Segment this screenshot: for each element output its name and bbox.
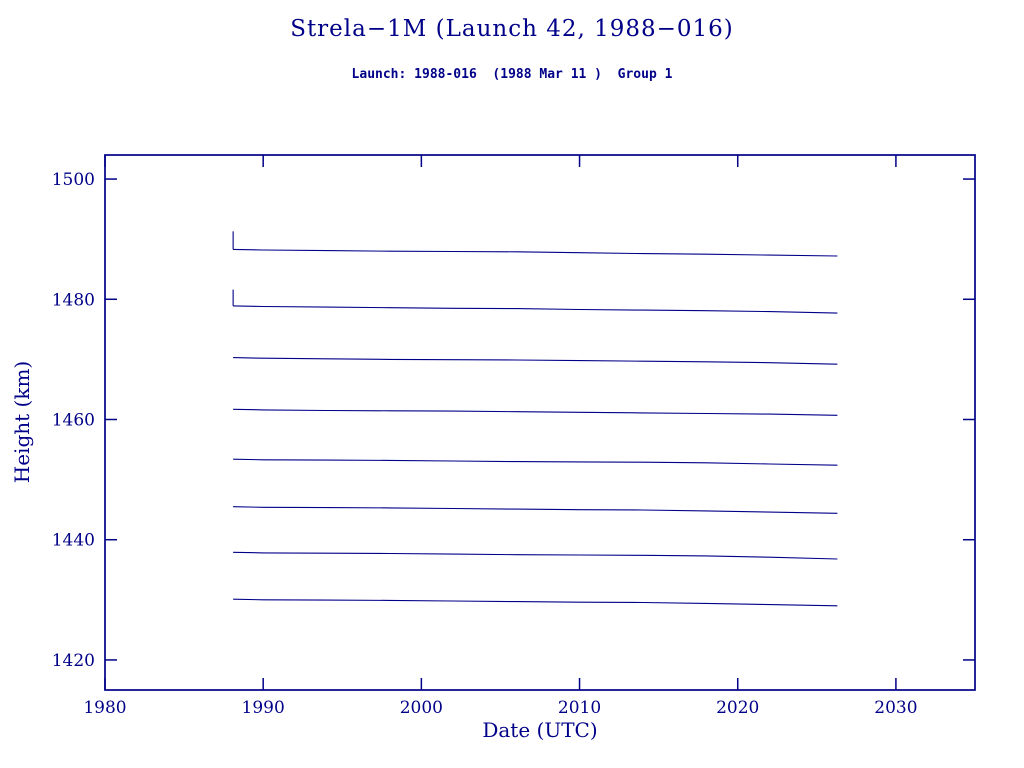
x-axis-label: Date (UTC): [482, 718, 598, 742]
x-tick-label: 1990: [242, 698, 285, 718]
series-line-sat-3: [233, 357, 838, 365]
series-line-sat-4: [233, 408, 838, 416]
x-tick-label: 2000: [400, 698, 443, 718]
series-line-sat-1: [233, 248, 838, 257]
x-tick-label: 1980: [83, 698, 126, 718]
series-line-sat-6: [233, 506, 838, 514]
plot-box: [104, 154, 976, 691]
x-tick-label: 2020: [716, 698, 759, 718]
y-tick-label: 1420: [52, 651, 95, 671]
y-tick-label: 1500: [52, 170, 95, 190]
series-line-sat-5: [233, 458, 838, 466]
series-line-sat-2: [233, 305, 838, 314]
chart-title: Strela−1M (Launch 42, 1988−016): [290, 16, 734, 42]
x-tick-label: 2030: [874, 698, 917, 718]
x-tick-label: 2010: [558, 698, 601, 718]
chart-subtitle: Launch: 1988-016 (1988 Mar 11 ) Group 1: [351, 67, 673, 82]
y-tick-label: 1440: [52, 531, 95, 551]
y-tick-label: 1460: [52, 410, 95, 430]
series-line-sat-7: [233, 551, 838, 560]
series-line-sat-8: [233, 598, 838, 607]
y-tick-label: 1480: [52, 290, 95, 310]
